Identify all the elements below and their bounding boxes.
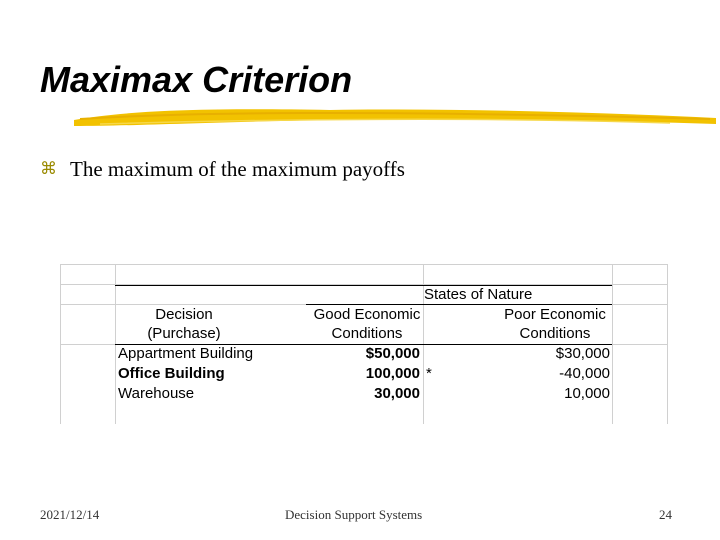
states-rule xyxy=(306,304,612,305)
row-poor-value: 10,000 xyxy=(564,385,610,402)
bullet-text: The maximum of the maximum payoffs xyxy=(70,156,405,181)
row-decision: Warehouse xyxy=(118,385,195,402)
states-of-nature-header: States of Nature xyxy=(424,286,533,303)
row-good-value: 30,000 xyxy=(374,385,420,402)
row-poor-value: $30,000 xyxy=(555,345,610,362)
row-poor-value: -40,000 xyxy=(559,365,610,382)
row-decision: Appartment Building xyxy=(118,345,254,362)
gridline xyxy=(60,264,61,424)
decision-header: Decision xyxy=(155,306,213,323)
payoff-table: States of Nature Decision (Purchase) Goo… xyxy=(60,264,668,424)
gridline xyxy=(60,284,668,285)
poor-conditions-header: Conditions xyxy=(519,325,591,342)
page-number: 24 xyxy=(659,507,672,522)
row-good-value: 100,000 xyxy=(365,365,420,382)
good-conditions-header: Conditions xyxy=(331,325,403,342)
gridline xyxy=(612,264,613,424)
purchase-header: (Purchase) xyxy=(147,325,221,342)
title-underline xyxy=(74,109,716,126)
row-mark: * xyxy=(426,365,432,382)
gridline xyxy=(60,264,668,265)
table-top-rule xyxy=(115,285,612,286)
good-economic-header: Good Economic xyxy=(313,306,421,323)
footer-date: 2021/12/14 xyxy=(40,507,100,522)
row-good-value: $50,000 xyxy=(365,345,420,362)
gridline xyxy=(667,264,668,424)
footer-title: Decision Support Systems xyxy=(285,507,423,522)
row-decision: Office Building xyxy=(118,365,225,382)
poor-economic-header: Poor Economic xyxy=(504,306,606,323)
z-bullet-icon: ⌘ xyxy=(40,159,57,179)
bullet-item: ⌘ The maximum of the maximum payoffs xyxy=(40,154,405,184)
slide-title: Maximax Criterion xyxy=(40,59,353,100)
header-bottom-rule xyxy=(115,344,612,345)
